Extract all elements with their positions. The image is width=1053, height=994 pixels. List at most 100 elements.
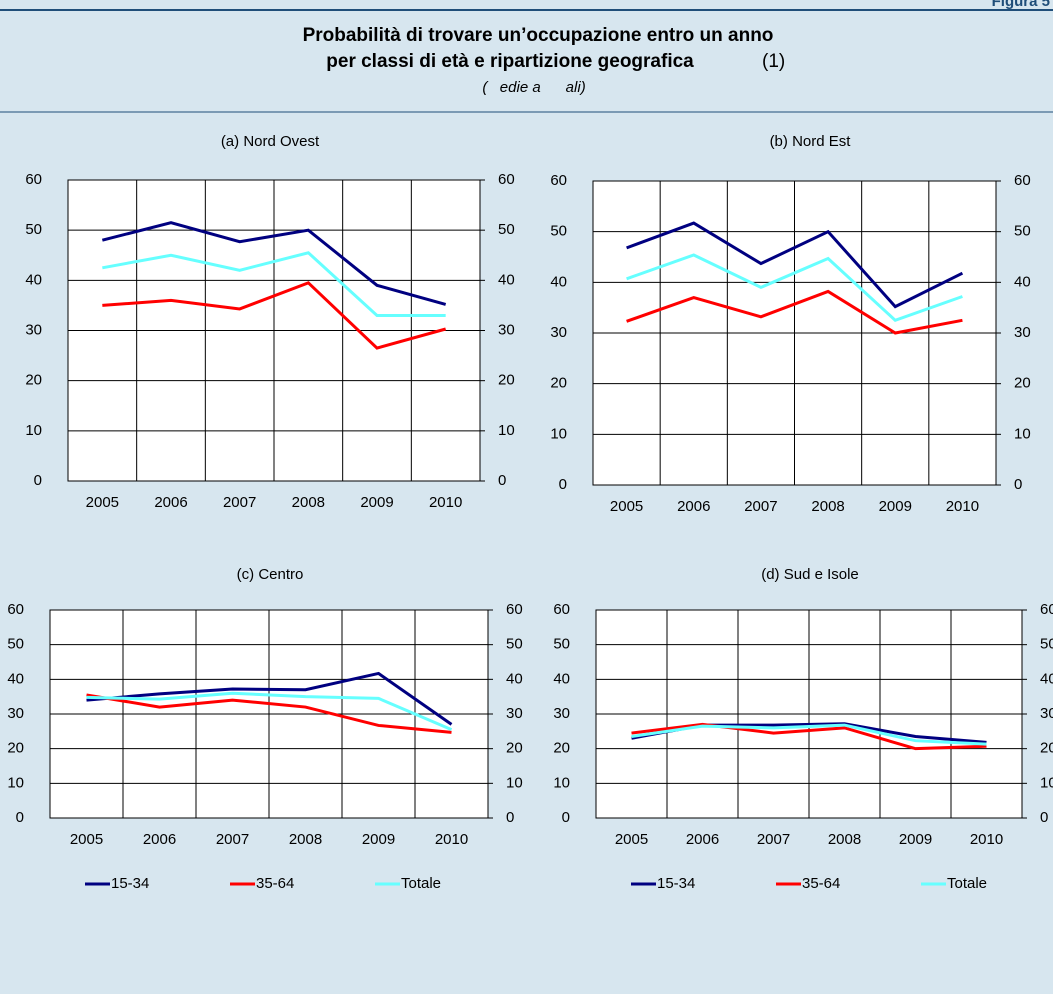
y2-tick-label: 40: [498, 271, 515, 288]
x-tick-label: 2005: [70, 831, 103, 848]
x-tick-label: 2009: [362, 831, 395, 848]
y-tick-label: 60: [25, 171, 42, 188]
y-tick-label: 10: [25, 422, 42, 439]
x-tick-label: 2006: [677, 498, 710, 515]
legend-label: Totale: [947, 875, 987, 892]
x-tick-label: 2009: [360, 494, 393, 511]
x-tick-label: 2009: [899, 831, 932, 848]
y2-tick-label: 50: [1014, 223, 1031, 240]
x-tick-label: 2010: [435, 831, 468, 848]
y2-tick-label: 60: [1014, 172, 1031, 189]
y-tick-label: 0: [562, 809, 570, 826]
y2-tick-label: 20: [1014, 375, 1031, 392]
legend-label: 15-34: [111, 875, 149, 892]
y2-tick-label: 0: [498, 472, 506, 489]
series-line: [102, 281, 447, 350]
y2-tick-label: 50: [506, 636, 523, 653]
legend-label: 15-34: [657, 875, 695, 892]
legend-label: 35-64: [802, 875, 840, 892]
y2-tick-label: 60: [498, 171, 515, 188]
y2-tick-label: 40: [506, 670, 523, 687]
series-line: [631, 723, 987, 746]
y2-tick-label: 30: [506, 705, 523, 722]
panel-title: (d) Sud e Isole: [761, 566, 859, 583]
y-tick-label: 40: [550, 273, 567, 290]
title-note: (1): [762, 51, 785, 72]
y-tick-label: 0: [16, 809, 24, 826]
x-tick-label: 2008: [828, 831, 861, 848]
x-tick-label: 2007: [744, 498, 777, 515]
y2-tick-label: 50: [498, 221, 515, 238]
series-line: [101, 221, 447, 306]
y2-tick-label: 20: [1040, 740, 1053, 757]
panel-title: (b) Nord Est: [770, 133, 852, 150]
y-tick-label: 40: [553, 670, 570, 687]
y2-tick-label: 60: [1040, 601, 1053, 618]
y-tick-label: 50: [550, 223, 567, 240]
y2-tick-label: 0: [1014, 476, 1022, 493]
y-tick-label: 60: [550, 172, 567, 189]
x-tick-label: 2008: [292, 494, 325, 511]
x-tick-label: 2007: [757, 831, 790, 848]
x-tick-label: 2010: [429, 494, 462, 511]
y2-tick-label: 60: [506, 601, 523, 618]
y2-tick-label: 20: [498, 372, 515, 389]
x-tick-label: 2010: [946, 498, 979, 515]
series-line: [626, 221, 964, 309]
y2-tick-label: 30: [498, 321, 515, 338]
x-tick-label: 2007: [216, 831, 249, 848]
y-tick-label: 60: [7, 601, 24, 618]
y-tick-label: 20: [553, 740, 570, 757]
series-line: [86, 671, 453, 726]
x-tick-label: 2010: [970, 831, 1003, 848]
y-tick-label: 20: [7, 740, 24, 757]
series-line: [626, 289, 963, 335]
y-tick-label: 50: [25, 221, 42, 238]
y-tick-label: 30: [7, 705, 24, 722]
y2-tick-label: 50: [1040, 636, 1053, 653]
y-tick-label: 30: [550, 324, 567, 341]
legend-label: 35-64: [256, 875, 294, 892]
title: Probabilità di trovare un’occupazione en…: [303, 25, 774, 46]
y2-tick-label: 10: [1040, 774, 1053, 791]
x-tick-label: 2008: [289, 831, 322, 848]
y-tick-label: 20: [25, 372, 42, 389]
y-tick-label: 50: [7, 636, 24, 653]
y2-tick-label: 40: [1014, 273, 1031, 290]
x-tick-label: 2006: [143, 831, 176, 848]
y-tick-label: 10: [553, 774, 570, 791]
y-tick-label: 20: [550, 375, 567, 392]
y2-tick-label: 0: [1040, 809, 1048, 826]
y2-tick-label: 10: [1014, 425, 1031, 442]
x-tick-label: 2007: [223, 494, 256, 511]
y2-tick-label: 30: [1014, 324, 1031, 341]
y-tick-label: 60: [553, 601, 570, 618]
x-tick-label: 2005: [86, 494, 119, 511]
series-line: [86, 693, 452, 734]
y-tick-label: 40: [7, 670, 24, 687]
y-tick-label: 0: [34, 472, 42, 489]
legend-label: Totale: [401, 875, 441, 892]
y2-tick-label: 0: [506, 809, 514, 826]
x-tick-label: 2009: [879, 498, 912, 515]
y2-tick-label: 20: [506, 740, 523, 757]
x-tick-label: 2006: [686, 831, 719, 848]
y-tick-label: 30: [25, 321, 42, 338]
x-tick-label: 2008: [811, 498, 844, 515]
subtitle: ( edie a ali): [482, 79, 585, 96]
figure-label: Figura 5: [992, 0, 1050, 10]
y2-tick-label: 40: [1040, 670, 1053, 687]
x-tick-label: 2006: [154, 494, 187, 511]
y-tick-label: 10: [550, 425, 567, 442]
y-tick-label: 30: [553, 705, 570, 722]
y2-tick-label: 30: [1040, 705, 1053, 722]
y2-tick-label: 10: [506, 774, 523, 791]
x-tick-label: 2005: [610, 498, 643, 515]
title: per classi di età e ripartizione geograf…: [326, 51, 694, 72]
panel-title: (a) Nord Ovest: [221, 133, 320, 150]
y-tick-label: 10: [7, 774, 24, 791]
series-line: [102, 251, 446, 317]
x-tick-label: 2005: [615, 831, 648, 848]
series-line: [626, 253, 963, 323]
